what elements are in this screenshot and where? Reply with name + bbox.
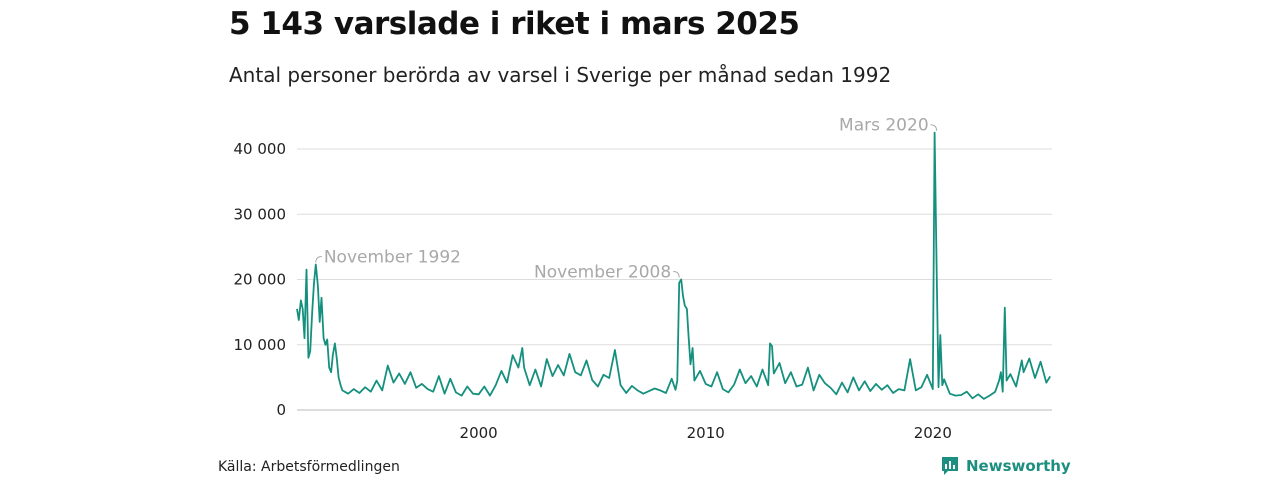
annotation-label-2: Mars 2020	[839, 116, 929, 136]
y-tick-label-3: 30 000	[234, 205, 287, 223]
brand-name: Newsworthy	[966, 457, 1071, 475]
y-tick-label-2: 20 000	[234, 271, 287, 289]
source-note: Källa: Arbetsförmedlingen	[218, 459, 400, 475]
newsworthy-logo-icon	[942, 457, 958, 475]
x-tick-label-2: 2020	[914, 424, 952, 442]
annotation-connector-0	[315, 256, 322, 263]
annotation-connector-1	[673, 271, 680, 278]
annotation-label-1: November 2008	[534, 263, 671, 283]
annotation-label-0: November 1992	[324, 247, 461, 267]
y-tick-label-4: 40 000	[234, 140, 287, 158]
series-line-0	[296, 131, 1051, 400]
y-tick-label-0: 0	[276, 401, 286, 419]
brand: Newsworthy	[940, 455, 1071, 477]
x-tick-label-0: 2000	[460, 424, 498, 442]
x-tick-label-1: 2010	[687, 424, 725, 442]
chart-title: 5 143 varslade i riket i mars 2025	[229, 6, 800, 42]
chart-subtitle: Antal personer berörda av varsel i Sveri…	[229, 63, 892, 87]
annotation-connector-2	[930, 124, 938, 131]
y-tick-label-1: 10 000	[234, 336, 287, 354]
